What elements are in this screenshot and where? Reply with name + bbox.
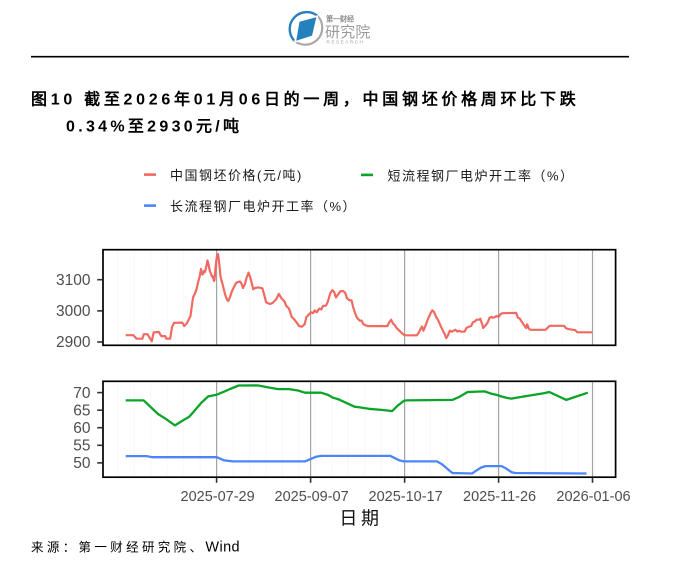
svg-text:3000: 3000 [56, 303, 91, 320]
svg-text:50: 50 [73, 455, 91, 472]
svg-text:日期: 日期 [339, 509, 382, 529]
svg-text:70: 70 [73, 385, 91, 402]
svg-text:2026-01-06: 2026-01-06 [556, 489, 630, 505]
svg-text:来源：第一财经研究院、Wind: 来源：第一财经研究院、Wind [31, 540, 240, 556]
svg-text:55: 55 [73, 438, 90, 455]
svg-text:第一财经: 第一财经 [326, 15, 355, 24]
svg-text:2025-09-07: 2025-09-07 [275, 489, 349, 505]
svg-text:研究院: 研究院 [325, 23, 371, 41]
svg-text:RESEARCH: RESEARCH [327, 39, 365, 44]
svg-text:中国钢坯价格(元/吨): 中国钢坯价格(元/吨) [170, 168, 303, 183]
svg-text:2025-10-17: 2025-10-17 [369, 489, 443, 505]
svg-text:短流程钢厂电炉开工率（%）: 短流程钢厂电炉开工率（%） [388, 168, 575, 183]
svg-text:2025-11-26: 2025-11-26 [463, 489, 536, 505]
svg-text:60: 60 [73, 420, 91, 437]
svg-text:65: 65 [73, 402, 90, 419]
svg-text:图10 截至2026年01月06日的一周，中国钢坯价格周环: 图10 截至2026年01月06日的一周，中国钢坯价格周环比下跌 [31, 90, 579, 109]
svg-text:长流程钢厂电炉开工率（%）: 长流程钢厂电炉开工率（%） [170, 199, 357, 214]
svg-text:3100: 3100 [56, 272, 91, 289]
svg-text:2900: 2900 [56, 334, 91, 351]
svg-text:2025-07-29: 2025-07-29 [181, 489, 255, 505]
svg-text:0.34%至2930元/吨: 0.34%至2930元/吨 [66, 117, 242, 136]
